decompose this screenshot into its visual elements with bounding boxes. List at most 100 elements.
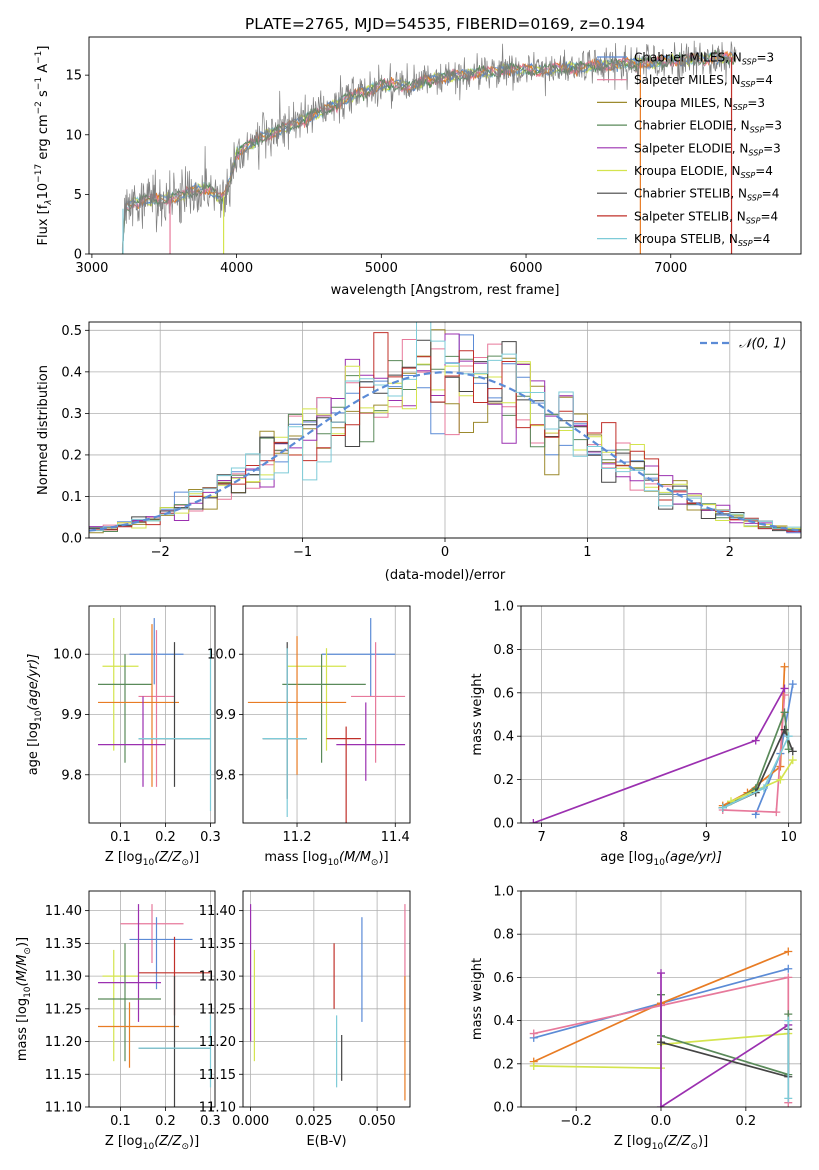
spectrum-legend: Chabrier MILES, NSSP=3 Salpeter MILES, NS… (597, 51, 782, 248)
mass-weight-vs-Z-xtick-label: 0.2 (736, 1114, 757, 1129)
mass-weight-vs-Z-ytick-label: 0.6 (493, 971, 514, 986)
mass-weight-vs-age-marker (780, 725, 789, 734)
mass-weight-vs-Z-ytick-label: 0.4 (493, 1014, 514, 1029)
spectrum-ytick-label: 10 (65, 128, 82, 143)
residuals-xtick-label: −2 (151, 545, 170, 560)
mass-weight-vs-Z-marker (784, 1094, 793, 1103)
mass-weight-vs-Z-marker (529, 1061, 538, 1070)
mass-vs-ebv-xtick-label: 0.025 (295, 1114, 332, 1129)
mass-vs-ebv-xlabel: E(B-V) (306, 1134, 346, 1149)
mass-vs-Z-axes: 0.1 0.2 0.3 11.10 11.15 11.20 11.25 11.30 11.35 1… (45, 891, 221, 1129)
legend-label-4: Salpeter ELODIE, NSSP=3 (634, 141, 781, 157)
mass-weight-vs-Z-marker (784, 947, 793, 956)
mass-weight-vs-age-marker (751, 736, 760, 745)
residuals-ytick-label: 0.3 (61, 407, 82, 422)
mass-weight-vs-age-xtick-label: 8 (620, 830, 628, 845)
residual-hist-7 (89, 332, 801, 532)
residual-histograms (89, 322, 801, 534)
age-vs-mass-ytick-label: 10.0 (207, 648, 236, 663)
mass-weight-vs-Z-ytick-label: 0.8 (493, 928, 514, 943)
mass-weight-vs-age-ytick-label: 0.0 (493, 817, 514, 832)
residuals-ytick-label: 0.1 (61, 490, 82, 505)
age-vs-mass-ytick-label: 9.8 (215, 768, 236, 783)
mass-weight-vs-age-series (529, 662, 797, 823)
age-vs-Z-xlabel: Z [log10(Z/Z⊙)] (105, 850, 199, 868)
spectrum-lines (121, 40, 737, 254)
mass-vs-ebv-frame (242, 890, 411, 1108)
age-vs-Z-xtick-label: 0.3 (200, 830, 221, 845)
mass-vs-Z-ytick-label: 11.10 (45, 1101, 82, 1116)
mass-vs-Z-ytick-label: 11.30 (45, 970, 82, 985)
mass-weight-vs-age-xtick-label: 9 (702, 830, 710, 845)
mass-weight-vs-Z-marker (657, 1103, 665, 1107)
mass-weight-vs-Z-frame (520, 890, 802, 1108)
age-vs-mass-points (247, 618, 406, 823)
age-vs-mass-xtick-label: 11.2 (283, 830, 312, 845)
mass-weight-vs-age-xtick-label: 10 (780, 830, 797, 845)
mass-vs-ebv-axes: 0.000 0.025 0.050 11.10 11.15 11.20 11.25 11.30… (199, 891, 410, 1129)
mass-weight-vs-age-ytick-label: 0.6 (493, 686, 514, 701)
legend-label-3: Chabrier ELODIE, NSSP=3 (634, 119, 782, 135)
mass-weight-vs-Z-marker (657, 969, 665, 978)
mass-weight-vs-Z-marker (529, 1029, 538, 1038)
mass-weight-vs-age-ytick-label: 1.0 (493, 600, 514, 615)
mass-vs-Z-xlabel: Z [log10(Z/Z⊙)] (105, 1134, 199, 1152)
legend-label-8: Kroupa STELIB, NSSP=4 (634, 232, 770, 248)
mass-vs-ebv-xtick-label: 0.000 (232, 1114, 269, 1129)
mass-weight-vs-Z-line-5 (660, 973, 789, 1107)
gaussian-curve (89, 371, 801, 532)
spectrum-frame (88, 36, 802, 255)
mass-weight-vs-Z-marker (784, 1016, 793, 1025)
mass-vs-Z-xtick-label: 0.2 (155, 1114, 176, 1129)
mass-vs-Z-ytick-label: 11.35 (45, 937, 82, 952)
spectrum-observed-line (122, 40, 737, 254)
mass-vs-Z-ytick-label: 11.20 (45, 1035, 82, 1050)
spectrum-xlabel: wavelength [Angstrom, rest frame] (331, 283, 560, 298)
residuals-xtick-label: 0 (441, 545, 449, 560)
spectrum-xtick-label: 5000 (365, 261, 398, 276)
spectrum-xtick-label: 7000 (654, 261, 687, 276)
mass-weight-vs-age-marker (784, 732, 793, 741)
mass-weight-vs-Z-marker (657, 1038, 665, 1047)
mass-vs-Z-ytick-label: 11.15 (45, 1068, 82, 1083)
mass-weight-vs-age-xtick-label: 7 (537, 830, 545, 845)
mass-vs-Z-frame (88, 890, 216, 1108)
mass-weight-vs-Z-ylabel: mass weight (470, 958, 485, 1040)
age-vs-Z-ytick-label: 9.8 (61, 768, 82, 783)
mass-weight-vs-age-marker (788, 756, 797, 765)
legend-label-1: Salpeter MILES, NSSP=4 (634, 73, 773, 89)
mass-weight-vs-age-axes: 7 8 9 10 0.0 0.2 0.4 0.6 0.8 1.0 (493, 600, 801, 845)
mass-vs-ebv-ytick-label: 11.40 (199, 904, 236, 919)
mass-weight-vs-age-marker (529, 819, 538, 823)
spectrum-ytick-label: 15 (65, 69, 82, 84)
mass-weight-vs-Z-xtick-label: −0.2 (560, 1114, 592, 1129)
mass-vs-Z-points (98, 904, 212, 1107)
mass-weight-vs-Z-xtick-label: 0.0 (651, 1114, 672, 1129)
mass-weight-vs-age-ytick-label: 0.2 (493, 773, 514, 788)
mass-vs-ebv-ytick-label: 11.20 (199, 1035, 236, 1050)
mass-vs-ebv-ytick-label: 11.15 (199, 1068, 236, 1083)
mass-weight-vs-Z-ytick-label: 0.2 (493, 1057, 514, 1072)
spectrum-ytick-label: 0 (74, 248, 82, 263)
mass-vs-Z-ytick-label: 11.40 (45, 904, 82, 919)
mass-weight-vs-Z-xlabel: Z [log10(Z/Z⊙)] (614, 1134, 708, 1152)
legend-label-6: Chabrier STELIB, NSSP=4 (634, 187, 779, 203)
age-vs-Z-frame (88, 605, 216, 824)
mass-vs-ebv-ytick-label: 11.35 (199, 937, 236, 952)
spectrum-xtick-label: 3000 (75, 261, 108, 276)
residuals-ylabel: Normed distribution (36, 365, 51, 495)
residuals-xtick-label: −1 (293, 545, 312, 560)
mass-weight-vs-age-marker (718, 803, 727, 812)
mass-vs-ebv-points (249, 904, 406, 1101)
age-vs-mass-ytick-label: 9.9 (215, 708, 236, 723)
mass-weight-vs-age-marker (788, 680, 797, 689)
spectrum-ytick-label: 5 (74, 188, 82, 203)
mass-weight-vs-age-marker (780, 662, 789, 671)
residuals-xtick-label: 1 (583, 545, 591, 560)
mass-weight-vs-age-ytick-label: 0.4 (493, 730, 514, 745)
mass-vs-Z-ylabel: mass [log10(M/M⊙)] (15, 937, 33, 1061)
residuals-ytick-label: 0.5 (61, 324, 82, 339)
age-vs-mass-xlabel: mass [log10(M/M⊙)] (264, 850, 388, 868)
mass-weight-vs-Z-ytick-label: 0.0 (493, 1101, 514, 1116)
